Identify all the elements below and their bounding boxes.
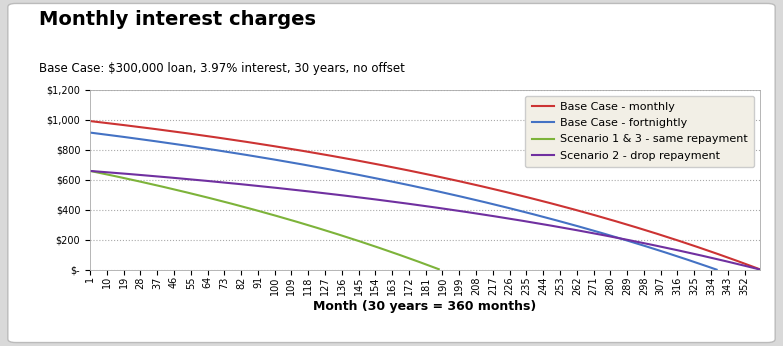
Scenario 2 - drop repayment: [307, 190, 316, 194]
Base Case - monthly: [319, 152, 328, 156]
Base Case - fortnightly: [431, 189, 440, 193]
Base Case - monthly: [168, 129, 177, 133]
Base Case - fortnightly: [583, 227, 593, 231]
Base Case - fortnightly: [576, 225, 585, 229]
Scenario 1 & 3 - same repayment: [201, 195, 211, 199]
Scenario 1 & 3 - same repayment: [423, 263, 432, 267]
Base Case - fortnightly: [85, 130, 95, 135]
Scenario 1 & 3 - same repayment: [434, 267, 443, 271]
Line: Scenario 1 & 3 - same repayment: Scenario 1 & 3 - same repayment: [90, 171, 438, 269]
Scenario 2 - drop repayment: [319, 191, 328, 195]
Line: Base Case - fortnightly: Base Case - fortnightly: [90, 133, 716, 270]
Scenario 2 - drop repayment: [378, 198, 388, 202]
FancyBboxPatch shape: [8, 3, 775, 343]
X-axis label: Month (30 years = 360 months): Month (30 years = 360 months): [313, 300, 536, 313]
Text: Monthly interest charges: Monthly interest charges: [39, 10, 316, 29]
Base Case - monthly: [285, 147, 294, 151]
Scenario 1 & 3 - same repayment: [192, 193, 201, 197]
Scenario 1 & 3 - same repayment: [212, 198, 222, 202]
Scenario 2 - drop repayment: [717, 258, 727, 262]
Base Case - monthly: [85, 119, 95, 123]
Legend: Base Case - monthly, Base Case - fortnightly, Scenario 1 & 3 - same repayment, S: Base Case - monthly, Base Case - fortnig…: [525, 95, 754, 167]
Base Case - monthly: [717, 254, 727, 258]
Base Case - fortnightly: [712, 267, 721, 272]
Scenario 1 & 3 - same repayment: [85, 169, 95, 173]
Text: Base Case: $300,000 loan, 3.97% interest, 30 years, no offset: Base Case: $300,000 loan, 3.97% interest…: [39, 62, 405, 75]
Line: Scenario 2 - drop repayment: Scenario 2 - drop repayment: [90, 171, 760, 270]
Scenario 2 - drop repayment: [755, 267, 764, 272]
Base Case - monthly: [378, 163, 388, 167]
Base Case - monthly: [755, 267, 764, 271]
Scenario 2 - drop repayment: [168, 176, 177, 180]
Scenario 2 - drop repayment: [85, 169, 95, 173]
Scenario 2 - drop repayment: [285, 187, 294, 191]
Base Case - monthly: [307, 151, 316, 155]
Base Case - fortnightly: [280, 159, 289, 163]
Scenario 1 & 3 - same repayment: [87, 169, 96, 173]
Scenario 1 & 3 - same repayment: [121, 176, 130, 181]
Line: Base Case - monthly: Base Case - monthly: [90, 121, 760, 269]
Base Case - fortnightly: [563, 221, 572, 226]
Base Case - fortnightly: [99, 132, 108, 136]
